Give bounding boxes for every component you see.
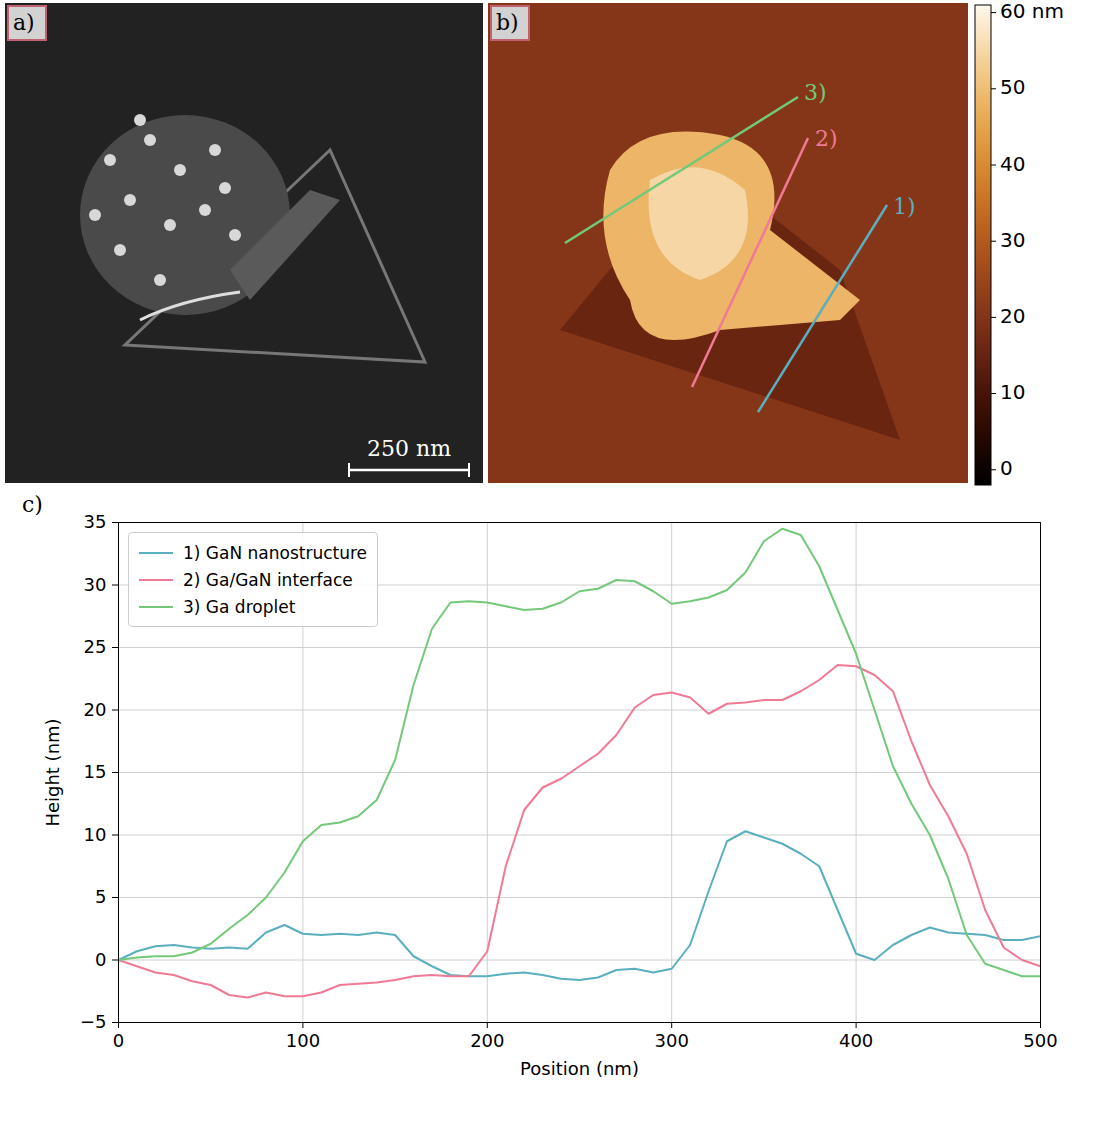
svg-text:15: 15 — [84, 761, 107, 782]
svg-text:50: 50 — [1000, 75, 1025, 99]
svg-text:b): b) — [496, 10, 519, 35]
svg-text:20: 20 — [1000, 304, 1025, 328]
svg-text:30: 30 — [84, 574, 107, 595]
svg-text:10: 10 — [84, 824, 107, 845]
svg-text:300: 300 — [655, 1030, 689, 1051]
svg-text:30: 30 — [1000, 228, 1025, 252]
svg-text:Height (nm): Height (nm) — [42, 718, 63, 826]
svg-text:250 nm: 250 nm — [367, 436, 451, 461]
svg-text:0: 0 — [1000, 456, 1013, 480]
html-text:3) Ga droplet: 3) Ga droplet — [183, 596, 296, 617]
svg-text:60 nm: 60 nm — [1000, 0, 1064, 23]
svg-text:Position (nm): Position (nm) — [520, 1058, 639, 1079]
svg-text:35: 35 — [84, 511, 107, 532]
svg-text:10: 10 — [1000, 380, 1025, 404]
svg-text:a): a) — [13, 10, 35, 35]
svg-text:20: 20 — [84, 699, 107, 720]
svg-text:5: 5 — [95, 886, 106, 907]
svg-text:100: 100 — [286, 1030, 320, 1051]
svg-text:−5: −5 — [80, 1011, 107, 1032]
html-text:1) GaN nanostructure: 1) GaN nanostructure — [183, 542, 368, 563]
svg-text:3): 3) — [804, 80, 827, 105]
svg-text:0: 0 — [113, 1030, 124, 1051]
html-text:c): c) — [22, 492, 43, 517]
svg-text:0: 0 — [95, 949, 106, 970]
html-text:2) Ga/GaN interface: 2) Ga/GaN interface — [183, 569, 353, 590]
svg-text:40: 40 — [1000, 152, 1025, 176]
svg-text:200: 200 — [470, 1030, 504, 1051]
svg-text:25: 25 — [84, 636, 107, 657]
svg-text:2): 2) — [815, 126, 838, 151]
svg-text:500: 500 — [1023, 1030, 1057, 1051]
svg-text:1): 1) — [893, 194, 916, 219]
svg-text:400: 400 — [839, 1030, 873, 1051]
